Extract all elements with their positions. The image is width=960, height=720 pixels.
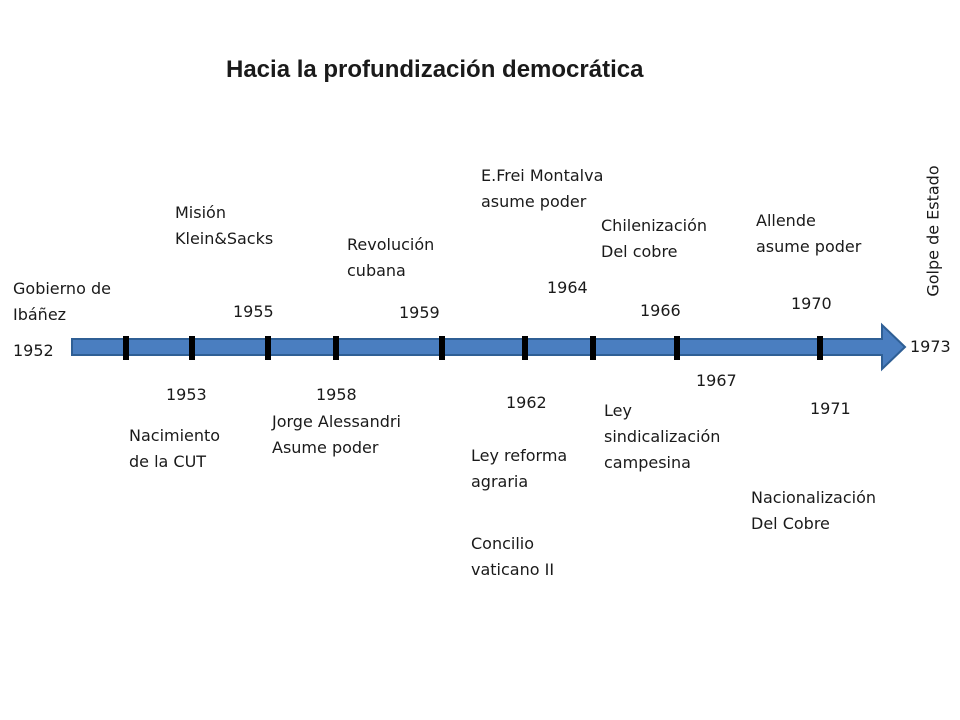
event-1970-line1: Allende <box>756 211 816 230</box>
event-1966-line2: Del cobre <box>601 242 678 261</box>
year-1953: 1953 <box>166 385 207 404</box>
tick-1970 <box>817 336 823 360</box>
event-1962-line4: vaticano II <box>471 560 555 579</box>
event-1967-label: Ley sindicalización campesina <box>604 398 720 476</box>
event-1958-line1: Jorge Alessandri <box>272 412 401 431</box>
event-1962-label-a: Ley reforma agraria <box>471 443 567 495</box>
event-1953-label: Nacimiento de la CUT <box>129 423 220 475</box>
year-1966: 1966 <box>640 301 681 320</box>
event-1962-line3: Concilio <box>471 534 535 553</box>
event-1971-line2: Del Cobre <box>751 514 830 533</box>
tick-1958 <box>333 336 339 360</box>
event-1958-label: Jorge Alessandri Asume poder <box>272 409 401 461</box>
tick-1953 <box>123 336 129 360</box>
year-1958: 1958 <box>316 385 357 404</box>
tick-1962 <box>522 336 528 360</box>
event-1967-line2: sindicalización <box>604 427 721 446</box>
event-1958-line2: Asume poder <box>272 438 379 457</box>
event-1959-line2: cubana <box>347 261 406 280</box>
event-1953-line2: de la CUT <box>129 452 207 471</box>
year-1962: 1962 <box>506 393 547 412</box>
tick-1964 <box>590 336 596 360</box>
tick-1967 <box>674 336 680 360</box>
event-1962-line1: Ley reforma <box>471 446 568 465</box>
tick-1956 <box>265 336 271 360</box>
arrow-shape <box>71 322 907 372</box>
event-1973-label: Golpe de Estado <box>918 148 948 313</box>
event-1966-line1: Chilenización <box>601 216 708 235</box>
year-1970: 1970 <box>791 294 832 313</box>
year-1973: 1973 <box>910 337 951 356</box>
event-1970-label: Allende asume poder <box>756 208 861 260</box>
event-1966-label: Chilenización Del cobre <box>601 213 707 265</box>
event-1955-line1: Misión <box>175 203 226 222</box>
page-title: Hacia la profundización democrática <box>226 56 644 83</box>
event-1970-line2: asume poder <box>756 237 862 256</box>
event-1964-line2: asume poder <box>481 192 587 211</box>
event-1971-line1: Nacionalización <box>751 488 877 507</box>
event-1952-line1: Gobierno de <box>13 279 111 298</box>
event-1964-line1: E.Frei Montalva <box>481 166 604 185</box>
event-1955-line2: Klein&Sacks <box>175 229 274 248</box>
year-1952: 1952 <box>13 341 54 360</box>
year-1967: 1967 <box>696 371 737 390</box>
year-1964: 1964 <box>547 278 588 297</box>
event-1962-line2: agraria <box>471 472 529 491</box>
event-1953-line1: Nacimiento <box>129 426 221 445</box>
tick-1955 <box>189 336 195 360</box>
year-1959: 1959 <box>399 303 440 322</box>
event-1973-text: Golpe de Estado <box>923 164 943 297</box>
event-1962-label-b: Concilio vaticano II <box>471 531 554 583</box>
event-1952-line2: Ibáñez <box>13 305 67 324</box>
year-1971: 1971 <box>810 399 851 418</box>
event-1955-label: Misión Klein&Sacks <box>175 200 273 252</box>
event-1959-label: Revolución cubana <box>347 232 434 284</box>
event-1967-line1: Ley <box>604 401 632 420</box>
tick-1959 <box>439 336 445 360</box>
event-1952-label: Gobierno de Ibáñez <box>13 276 111 328</box>
event-1971-label: Nacionalización Del Cobre <box>751 485 876 537</box>
year-1955: 1955 <box>233 302 274 321</box>
event-1964-label: E.Frei Montalva asume poder <box>481 163 603 215</box>
event-1967-line3: campesina <box>604 453 691 472</box>
event-1959-line1: Revolución <box>347 235 435 254</box>
